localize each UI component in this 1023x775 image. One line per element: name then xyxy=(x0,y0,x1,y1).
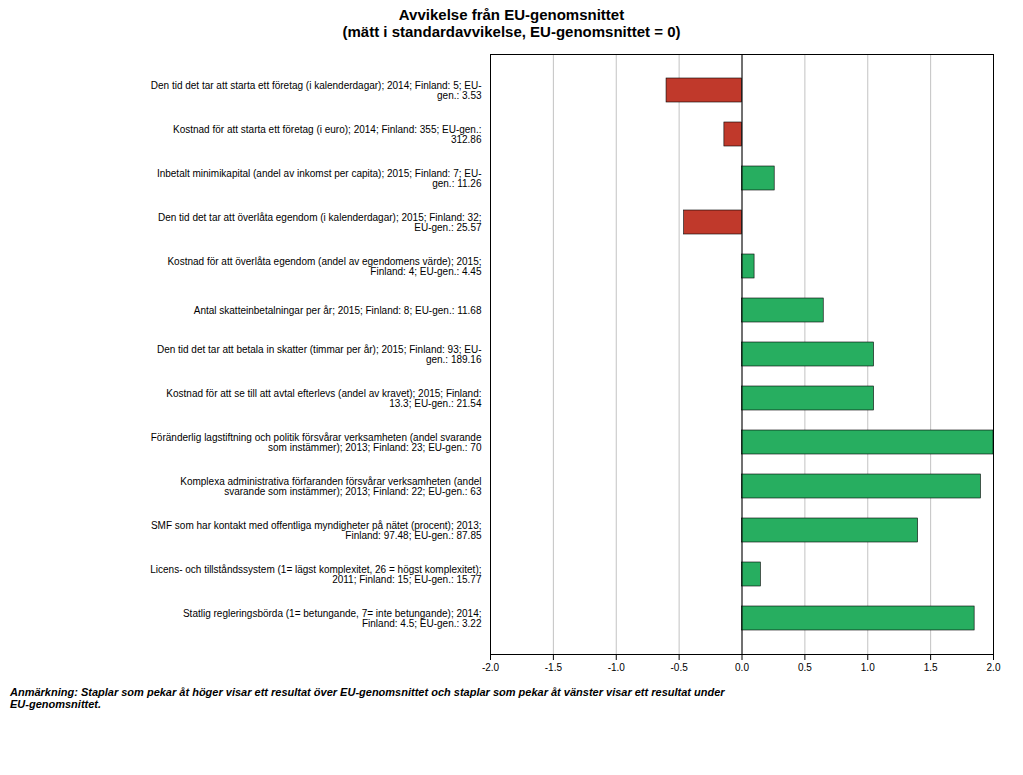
svg-text:Statlig regleringsbörda (1= be: Statlig regleringsbörda (1= betungande, … xyxy=(183,608,482,629)
svg-text:Den tid det tar att betala in: Den tid det tar att betala in skatter (t… xyxy=(157,344,482,365)
svg-text:Kostnad för att se till att av: Kostnad för att se till att avtal efterl… xyxy=(166,388,482,409)
svg-text:1.0: 1.0 xyxy=(861,662,875,673)
html-text:Avvikelse från EU-genomsnittet: Avvikelse från EU-genomsnittet xyxy=(398,6,625,23)
svg-text:-2.0: -2.0 xyxy=(482,662,500,673)
svg-text:2.0: 2.0 xyxy=(987,662,1001,673)
svg-text:SMF som har kontakt med offent: SMF som har kontakt med offentliga myndi… xyxy=(151,520,482,541)
svg-text:Den tid det tar att starta ett: Den tid det tar att starta ett företag (… xyxy=(151,80,482,101)
html-text:Anmärkning: Staplar som pekar: Anmärkning: Staplar som pekar åt höger v… xyxy=(10,686,725,710)
svg-text:-1.5: -1.5 xyxy=(545,662,563,673)
svg-text:Inbetalt minimikapital (andel: Inbetalt minimikapital (andel av inkomst… xyxy=(157,168,482,189)
svg-text:0.0: 0.0 xyxy=(735,662,749,673)
svg-text:Den tid det tar att överlåta e: Den tid det tar att överlåta egendom (i … xyxy=(158,212,482,233)
svg-text:0.5: 0.5 xyxy=(798,662,812,673)
svg-text:Kostnad för att överlåta egend: Kostnad för att överlåta egendom (andel … xyxy=(167,256,482,277)
svg-text:Komplexa administrativa förfar: Komplexa administrativa förfaranden förs… xyxy=(180,476,482,497)
html-text:(mätt i standardavvikelse, EU-: (mätt i standardavvikelse, EU-genomsnitt… xyxy=(342,23,681,40)
svg-text:-0.5: -0.5 xyxy=(671,662,689,673)
svg-text:Kostnad för att starta ett för: Kostnad för att starta ett företag (i eu… xyxy=(173,124,482,145)
svg-text:-1.0: -1.0 xyxy=(608,662,626,673)
svg-text:Föränderlig lagstiftning och p: Föränderlig lagstiftning och politik för… xyxy=(151,432,482,453)
svg-text:1.5: 1.5 xyxy=(924,662,938,673)
svg-text:Licens- och tillståndssystem (: Licens- och tillståndssystem (1= lägst k… xyxy=(150,564,482,585)
svg-text:Antal skatteinbetalningar per: Antal skatteinbetalningar per år; 2015; … xyxy=(194,305,482,316)
